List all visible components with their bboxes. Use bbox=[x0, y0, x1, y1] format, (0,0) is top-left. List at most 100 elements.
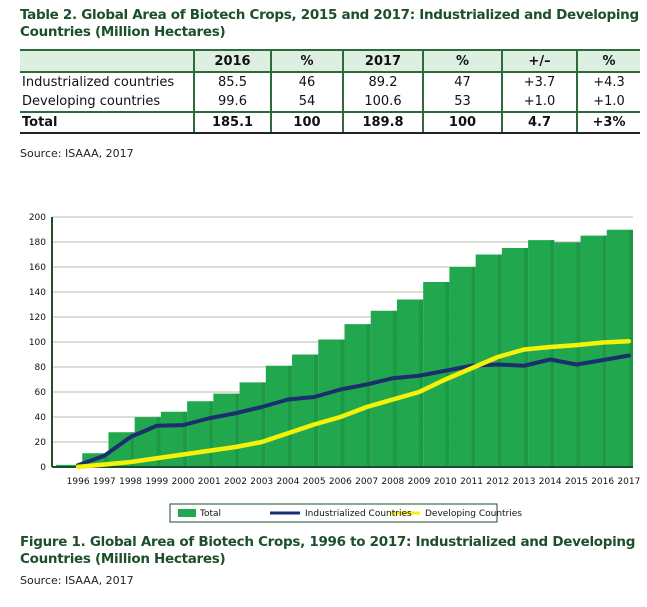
bar-total bbox=[265, 365, 293, 467]
data-table: 2016 % 2017 % +/– % Industrialized count… bbox=[20, 49, 640, 134]
x-tick-label: 2003 bbox=[250, 477, 273, 487]
x-tick-label: 2014 bbox=[539, 477, 562, 487]
y-tick-label: 200 bbox=[29, 213, 46, 223]
x-tick-label: 2015 bbox=[565, 477, 588, 487]
table-cell: 47 bbox=[422, 72, 502, 92]
bar-shade bbox=[340, 339, 345, 467]
bar-shade bbox=[183, 411, 188, 467]
bar-shade bbox=[445, 282, 450, 467]
x-tick-label: 2009 bbox=[408, 477, 431, 487]
x-tick-label: 1997 bbox=[93, 477, 116, 487]
bar-total bbox=[344, 324, 371, 467]
table-cell: 100 bbox=[270, 111, 343, 134]
industrialized-line bbox=[76, 353, 631, 468]
header-cell: 2017 bbox=[342, 49, 423, 73]
table-row: Total 185.1 100 189.8 100 4.7 +3% bbox=[20, 111, 640, 134]
bar-total bbox=[370, 310, 397, 467]
bar-shade bbox=[209, 401, 214, 467]
x-tick-label: 1999 bbox=[145, 477, 168, 487]
x-tick-label: 2000 bbox=[172, 477, 195, 487]
bar-total bbox=[56, 464, 83, 467]
y-tick-label: 20 bbox=[35, 438, 47, 448]
table-source: Source: ISAAA, 2017 bbox=[20, 147, 134, 160]
table-row: Industrialized countries 85.5 46 89.2 47 +3.7… bbox=[20, 72, 640, 92]
x-tick-label: 2012 bbox=[486, 477, 509, 487]
table-cell: Total bbox=[20, 111, 194, 134]
bar-total bbox=[318, 339, 345, 467]
header-cell: % bbox=[576, 49, 640, 73]
developing-line bbox=[75, 339, 632, 470]
bar-shade bbox=[156, 417, 161, 467]
bar-shade bbox=[392, 310, 397, 467]
bar-total bbox=[187, 401, 214, 467]
y-tick-label: 120 bbox=[29, 313, 46, 323]
x-tick-label: 2017 bbox=[617, 477, 640, 487]
table-cell: 189.8 bbox=[342, 111, 423, 134]
y-tick-label: 140 bbox=[29, 288, 46, 298]
legend-label: Total bbox=[199, 509, 221, 519]
x-tick-label: 2010 bbox=[434, 477, 457, 487]
bar-total bbox=[239, 382, 266, 467]
x-tick-label: 2005 bbox=[303, 477, 326, 487]
legend-box bbox=[169, 503, 498, 523]
table-cell: 100 bbox=[422, 111, 502, 134]
table-row: Developing countries 99.6 54 100.6 53 +1.0 +1.… bbox=[20, 92, 640, 112]
x-tick-label: 2016 bbox=[591, 477, 614, 487]
bar-shade bbox=[235, 393, 240, 467]
figure-source: Source: ISAAA, 2017 bbox=[20, 574, 134, 587]
x-tick-label: 2013 bbox=[513, 477, 536, 487]
legend-label: Industrialized Countries bbox=[305, 509, 412, 519]
table-title: Table 2. Global Area of Biotech Crops, 2… bbox=[20, 7, 639, 40]
bar-shade bbox=[288, 365, 293, 467]
bar-shade bbox=[261, 382, 266, 467]
table-header-row: 2016 % 2017 % +/– % bbox=[20, 49, 640, 73]
legend-label: Developing Countries bbox=[425, 509, 522, 519]
bar-total bbox=[396, 299, 424, 467]
table-cell: +1.0 bbox=[576, 92, 640, 112]
bar-shade bbox=[629, 229, 633, 467]
table-cell: 100.6 bbox=[342, 92, 423, 112]
table-cell: +3% bbox=[576, 111, 640, 134]
table-cell: +1.0 bbox=[501, 92, 577, 112]
bar-shade bbox=[576, 242, 581, 467]
table-cell: 53 bbox=[422, 92, 502, 112]
bar-shade bbox=[366, 324, 371, 467]
table-cell: 85.5 bbox=[193, 72, 271, 92]
x-tick-label: 1996 bbox=[67, 477, 90, 487]
y-tick-label: 180 bbox=[29, 238, 46, 248]
header-cell: % bbox=[422, 49, 502, 73]
bar-shade bbox=[419, 299, 424, 467]
table-cell: Industrialized countries bbox=[22, 75, 175, 90]
table-cell: +4.3 bbox=[576, 72, 640, 92]
bar-total bbox=[606, 229, 633, 467]
bar-total bbox=[213, 393, 240, 467]
bar-shade bbox=[104, 453, 109, 467]
bar-shade bbox=[524, 248, 529, 467]
y-tick-label: 80 bbox=[35, 363, 47, 373]
table-cell: 4.7 bbox=[501, 111, 577, 134]
y-tick-label: 40 bbox=[35, 413, 47, 423]
y-tick-label: 100 bbox=[29, 338, 46, 348]
figure-caption: Figure 1. Global Area of Biotech Crops, … bbox=[20, 534, 636, 567]
y-tick-label: 60 bbox=[35, 388, 47, 398]
bar-total bbox=[580, 235, 607, 467]
table-cell: 99.6 bbox=[193, 92, 271, 112]
header-cell: +/– bbox=[501, 49, 577, 73]
x-tick-label: 2004 bbox=[276, 477, 299, 487]
x-tick-label: 2007 bbox=[355, 477, 378, 487]
x-tick-label: 2008 bbox=[381, 477, 404, 487]
table-cell: 89.2 bbox=[342, 72, 423, 92]
bar-total bbox=[501, 248, 529, 467]
area-chart: 0 20 40 60 80 100 120 140 160 180 200 1996 1997 1998 1… bbox=[29, 213, 640, 523]
bar-shade bbox=[497, 254, 502, 467]
x-tick-label: 2002 bbox=[224, 477, 247, 487]
table-cell: +3.7 bbox=[501, 72, 577, 92]
y-tick-label: 160 bbox=[29, 263, 46, 273]
table-cell: 54 bbox=[270, 92, 343, 112]
table-cell: Developing countries bbox=[22, 94, 161, 109]
x-tick-label: 2006 bbox=[329, 477, 352, 487]
bar-shade bbox=[314, 354, 319, 467]
header-cell: 2016 bbox=[193, 49, 271, 73]
bar-total bbox=[292, 354, 319, 467]
header-cell bbox=[20, 49, 194, 73]
